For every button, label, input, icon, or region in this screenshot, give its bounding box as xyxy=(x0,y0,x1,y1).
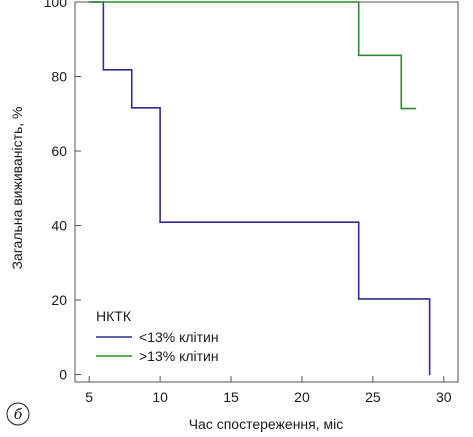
series-1-point xyxy=(428,373,431,376)
y-tick-label: 100 xyxy=(44,0,68,10)
series-2-point xyxy=(414,107,417,110)
series-2-point xyxy=(357,54,360,57)
x-tick-label: 5 xyxy=(85,389,93,405)
y-tick-label: 20 xyxy=(51,292,67,308)
series-1-point xyxy=(159,221,161,223)
legend-label-series-2: >13% клітин xyxy=(139,348,219,364)
series-line-2 xyxy=(89,1,416,110)
x-tick-label: 10 xyxy=(152,389,168,405)
series-1-point xyxy=(357,298,360,300)
x-axis: 5 10 15 20 25 30 xyxy=(85,376,452,405)
y-tick-label: 0 xyxy=(59,367,67,383)
series-line-1 xyxy=(89,1,431,375)
series-1-point xyxy=(102,69,105,71)
y-axis-label: Загальна виживаність, % xyxy=(9,107,25,270)
legend-label-series-1: <13% клітин xyxy=(139,329,219,345)
series-1-point xyxy=(130,107,133,109)
x-tick-label: 20 xyxy=(294,389,310,405)
y-tick-label: 80 xyxy=(51,69,67,85)
x-tick-label: 30 xyxy=(436,389,452,405)
panel-label-text: б xyxy=(14,407,23,423)
x-axis-label: Час спостереження, міс xyxy=(189,416,344,432)
series-layer xyxy=(88,1,431,376)
panel-label: б xyxy=(6,402,30,426)
series-2-point xyxy=(88,1,90,3)
panel-label-circle xyxy=(6,402,30,426)
legend: НКТК <13% клітин >13% клітин xyxy=(96,308,219,364)
y-tick-label: 40 xyxy=(51,218,67,234)
series-2-point xyxy=(400,107,403,110)
x-tick-label: 25 xyxy=(365,389,381,405)
y-axis: 0 20 40 60 80 100 xyxy=(44,0,81,383)
y-tick-label: 60 xyxy=(51,143,67,159)
legend-title: НКТК xyxy=(96,308,132,324)
x-tick-label: 15 xyxy=(223,389,239,405)
